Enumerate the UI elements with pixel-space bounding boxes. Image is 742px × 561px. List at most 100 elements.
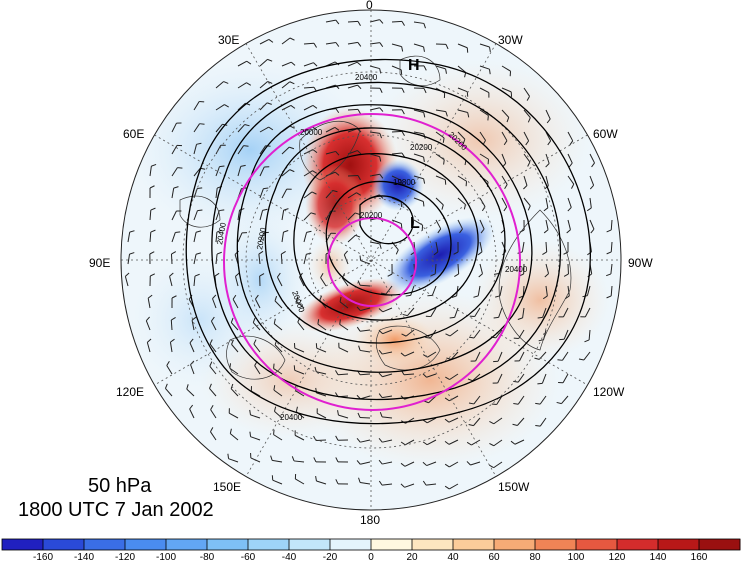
wind-barb-flag (454, 273, 459, 277)
wind-barb (169, 342, 173, 353)
lon-label-60e: 60E (123, 127, 144, 141)
wind-barb (391, 130, 403, 133)
wind-barb-flag (209, 361, 213, 367)
wind-barb (303, 232, 308, 243)
wind-barb (360, 349, 371, 353)
contour-label: 19800 (393, 178, 416, 187)
wind-barb-flag (543, 229, 549, 234)
wind-barb-flag (211, 316, 215, 322)
colorbar-tick-label: 0 (368, 552, 374, 561)
wind-barb-flag (149, 185, 155, 189)
wind-barb (470, 461, 481, 466)
colorbar-tick-label: 40 (447, 552, 459, 561)
wind-barb-flag (395, 249, 399, 255)
wind-barb-flag (477, 251, 483, 256)
wind-barb-flag (468, 402, 475, 405)
wind-barb-flag (147, 338, 152, 343)
wind-barb (457, 65, 467, 73)
wind-barb (457, 263, 460, 275)
wind-barb-flag (314, 366, 317, 372)
wind-barb (316, 371, 327, 375)
wind-barb (347, 20, 359, 23)
wind-barb-flag (423, 156, 425, 162)
wind-barb-flag (306, 252, 312, 255)
wind-barb (215, 144, 222, 155)
wind-barb (281, 210, 285, 221)
wind-barb-flag (467, 112, 470, 118)
wind-barb-flag (487, 115, 489, 121)
wind-barb-flag (379, 107, 384, 112)
wind-barb-flag (147, 294, 153, 299)
wind-barb (545, 175, 549, 186)
colorbar-swatch (453, 539, 495, 550)
wind-barb (294, 369, 305, 375)
wind-barb (193, 167, 201, 177)
wind-barb-flag (277, 272, 281, 278)
wind-barb (229, 367, 239, 375)
wind-barb-flag (379, 19, 384, 24)
wind-barb-flag (567, 207, 572, 212)
wind-barb (360, 329, 371, 332)
height-contours (185, 58, 591, 425)
wind-barb (479, 263, 483, 274)
wind-barb (479, 241, 483, 252)
wind-barb-flag (199, 123, 205, 125)
wind-barb (215, 231, 218, 243)
wind-barb-flag (423, 112, 426, 118)
wind-barb-flag (401, 21, 405, 26)
wind-barb-flag (423, 23, 426, 29)
wind-barb-flag (258, 250, 264, 255)
wind-barb-flag (291, 456, 295, 462)
wind-barb-flag (534, 357, 540, 360)
wind-barb-flag (542, 251, 547, 255)
wind-barb (501, 197, 508, 208)
wind-barb-flag (289, 37, 295, 41)
globe-border (120, 9, 622, 511)
wind-barb (521, 241, 525, 252)
wind-barb-flag (568, 162, 573, 168)
wind-barb-flag (510, 440, 516, 445)
wind-barb (391, 219, 402, 225)
colorbar-tick-label: 20 (406, 552, 418, 561)
wind-barb (413, 153, 424, 158)
wind-barb (281, 169, 291, 177)
wind-barb (567, 153, 573, 164)
wind-barb-flag (356, 326, 361, 332)
wind-barb (347, 212, 356, 221)
wind-barb (545, 197, 549, 208)
wind-barb (274, 344, 283, 353)
wind-barb (193, 101, 200, 111)
wind-barb-flag (402, 313, 408, 317)
wind-barb (448, 417, 459, 423)
reference-circles (223, 113, 521, 411)
wind-barb-flag (175, 231, 181, 234)
colorbar-swatch (371, 539, 413, 550)
wind-barb (404, 483, 415, 488)
wind-barb (479, 109, 489, 116)
wind-barb-flag (527, 205, 531, 211)
wind-barb (170, 319, 173, 331)
wind-barb (209, 388, 217, 397)
wind-barb-flag (149, 251, 155, 255)
wind-barb-flag (150, 207, 156, 211)
wind-barb (539, 395, 547, 405)
wind-barb-flag (358, 477, 361, 483)
wind-barb-flag (335, 19, 340, 25)
wind-barb (391, 197, 402, 203)
wind-barb-flag (334, 171, 340, 176)
wind-barb (193, 232, 197, 243)
wind-barb-flag (584, 339, 590, 343)
wind-barb (404, 461, 415, 467)
wind-barb-flag (506, 117, 510, 123)
wind-barb (325, 150, 336, 155)
wind-barb (147, 298, 151, 309)
wind-barb (545, 285, 548, 296)
wind-barb-flag (503, 206, 508, 212)
wind-barb (519, 351, 525, 362)
wind-barb-flag (442, 137, 445, 143)
wind-barb-flag (357, 150, 362, 155)
wind-barb (589, 153, 595, 164)
wind-barb (479, 197, 486, 207)
wind-barb (369, 65, 380, 70)
wind-barb (303, 42, 315, 45)
